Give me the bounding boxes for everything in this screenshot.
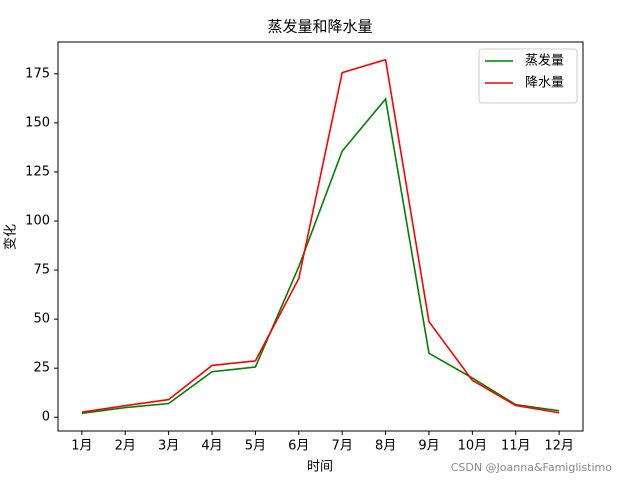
x-tick-label: 12月 <box>544 439 574 454</box>
y-tick-label: 0 <box>42 410 50 425</box>
legend-box <box>478 48 578 104</box>
y-tick-label: 75 <box>33 263 50 278</box>
y-tick-label: 25 <box>33 361 50 376</box>
watermark: CSDN @Joanna&Famiglistimo <box>451 461 613 474</box>
y-tick-label: 125 <box>25 164 50 179</box>
y-tick-label: 150 <box>25 115 50 130</box>
x-tick-label: 9月 <box>418 439 439 454</box>
legend-label: 蒸发量 <box>525 53 564 69</box>
line-series <box>81 58 560 414</box>
y-tick-label: 175 <box>25 66 50 81</box>
legend-label: 降水量 <box>525 76 564 91</box>
x-tick-label: 5月 <box>245 439 266 454</box>
x-axis-label: 时间 <box>307 460 333 475</box>
x-tick-label: 8月 <box>375 439 396 454</box>
x-tick-label: 4月 <box>201 439 222 454</box>
x-tick-label: 6月 <box>288 439 309 454</box>
x-tick-label: 2月 <box>115 439 136 454</box>
x-tick-label: 10月 <box>458 439 488 454</box>
chart-title: 蒸发量和降水量 <box>267 18 372 36</box>
y-tick-label: 100 <box>25 213 50 228</box>
y-axis-label: 变化 <box>3 224 19 250</box>
x-tick-label: 11月 <box>501 439 531 454</box>
line-series <box>81 97 560 415</box>
x-tick-label: 7月 <box>332 439 353 454</box>
x-tick-label: 1月 <box>71 439 92 454</box>
axes-frame <box>57 41 584 432</box>
x-tick-label: 3月 <box>158 439 179 454</box>
y-tick-label: 50 <box>33 312 50 327</box>
